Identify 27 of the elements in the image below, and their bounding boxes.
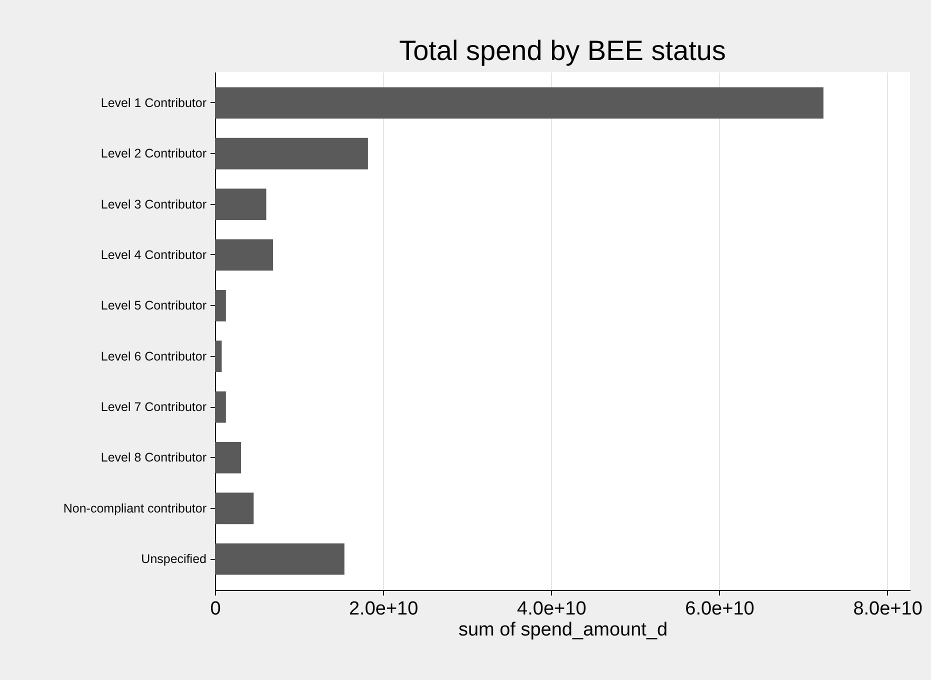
bar bbox=[215, 188, 266, 220]
x-tick-label: 6.0e+10 bbox=[685, 598, 754, 620]
y-tick-label: Non-compliant contributor bbox=[63, 501, 206, 516]
bar bbox=[215, 492, 254, 524]
bar bbox=[215, 239, 273, 271]
bar bbox=[215, 290, 226, 322]
bar bbox=[215, 138, 368, 170]
bar bbox=[215, 442, 242, 474]
y-tick-label: Level 6 Contributor bbox=[100, 349, 206, 364]
y-tick-label: Level 8 Contributor bbox=[100, 450, 206, 465]
bar bbox=[215, 340, 222, 372]
chart-title: Total spend by BEE status bbox=[399, 35, 726, 66]
bar bbox=[215, 87, 824, 119]
y-tick-label: Level 4 Contributor bbox=[100, 248, 206, 262]
y-tick-label: Unspecified bbox=[141, 552, 207, 566]
bar bbox=[215, 543, 344, 575]
x-tick-label: 8.0e+10 bbox=[853, 598, 922, 620]
x-axis-title: sum of spend_amount_d bbox=[458, 620, 668, 640]
y-tick-label: Level 7 Contributor bbox=[100, 400, 206, 414]
x-tick-label: 4.0e+10 bbox=[517, 598, 586, 620]
y-tick-label: Level 5 Contributor bbox=[100, 298, 206, 313]
bar bbox=[215, 391, 226, 423]
x-tick-label: 2.0e+10 bbox=[348, 598, 418, 620]
y-tick-label: Level 2 Contributor bbox=[100, 146, 206, 161]
y-tick-label: Level 1 Contributor bbox=[100, 96, 206, 110]
y-tick-label: Level 3 Contributor bbox=[100, 197, 206, 212]
x-tick-label: 0 bbox=[210, 598, 221, 620]
